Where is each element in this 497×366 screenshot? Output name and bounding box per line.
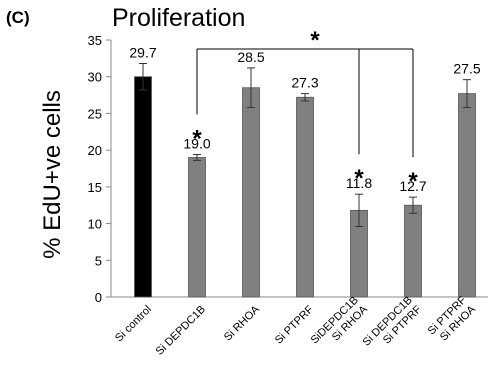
bar: [188, 157, 206, 298]
y-tick-label: 30: [88, 70, 102, 85]
y-tick-label: 15: [88, 180, 102, 195]
y-tick-label: 35: [88, 33, 102, 48]
y-axis-label: % EdU+ve cells: [39, 90, 66, 259]
data-label: 29.7: [129, 44, 156, 60]
bracket-star: *: [310, 27, 320, 54]
x-tick-label: Si DEPDC1B: [154, 303, 208, 357]
data-label: 19.0: [183, 136, 210, 152]
data-label: 28.5: [237, 49, 264, 65]
data-label: 12.7: [399, 178, 426, 194]
significance-star: *: [192, 126, 202, 153]
panel-label: (C): [6, 8, 30, 27]
significance-star: *: [354, 165, 364, 192]
x-tick-label: Si control: [113, 303, 154, 344]
y-tick-label: 10: [88, 217, 102, 232]
chart-title: Proliferation: [112, 4, 246, 32]
x-tick-label-line: Si RHOA: [222, 303, 263, 344]
chart-axes: 0 5 10 15 20 25 30 35 % EdU+ve cells: [39, 33, 488, 305]
bar: [296, 96, 314, 298]
bar: [134, 76, 152, 298]
x-tick-label-line: Si DEPDC1B: [154, 303, 208, 357]
y-tick-label: 25: [88, 106, 102, 121]
y-tick-label: 0: [95, 290, 102, 305]
bar: [242, 87, 260, 298]
significance-star: *: [408, 168, 418, 195]
y-tick-label: 5: [95, 253, 102, 268]
data-label: 27.3: [291, 75, 318, 91]
data-label: 11.8: [346, 175, 372, 191]
x-tick-label: Si RHOA: [222, 303, 263, 344]
data-label: 27.5: [453, 61, 480, 77]
y-tick-label: 20: [88, 143, 102, 158]
chart-bars: [134, 62, 476, 298]
bar: [404, 204, 422, 298]
x-tick-label-line: Si control: [113, 303, 154, 344]
bar: [458, 93, 476, 298]
